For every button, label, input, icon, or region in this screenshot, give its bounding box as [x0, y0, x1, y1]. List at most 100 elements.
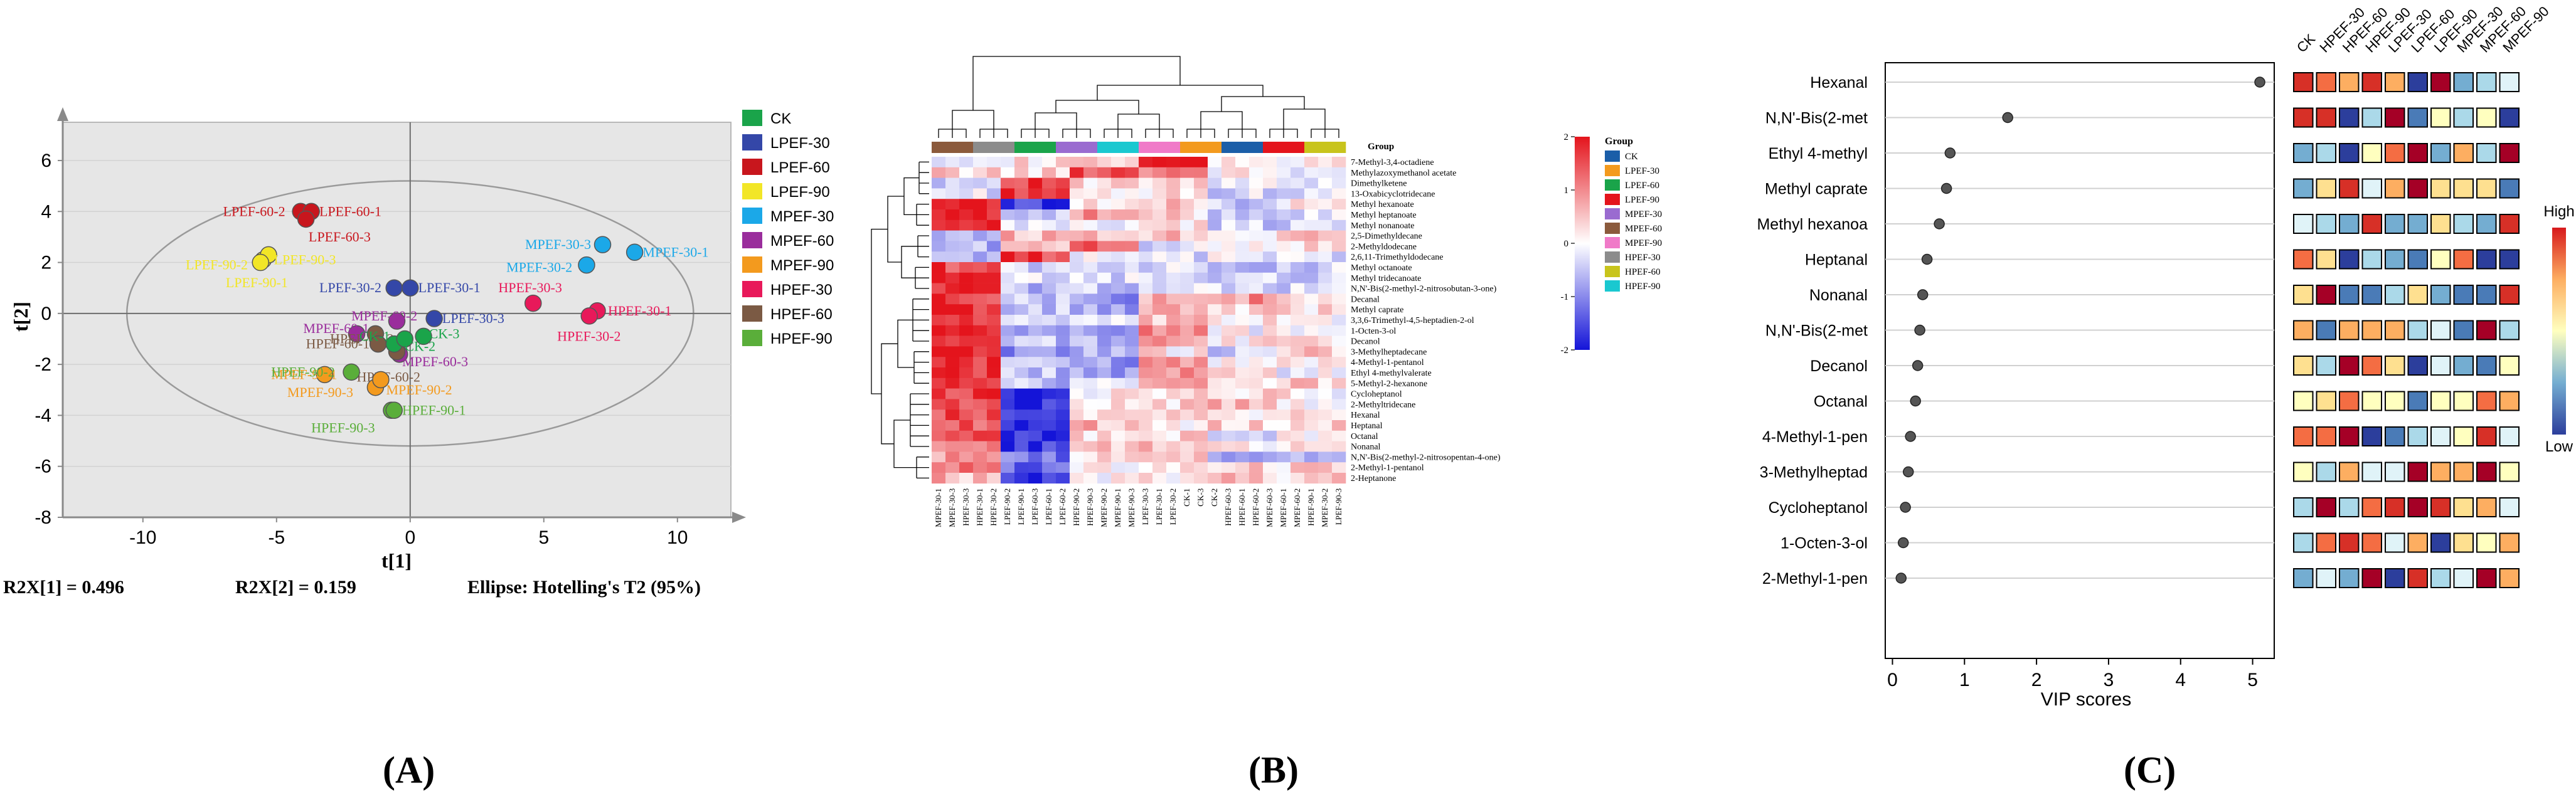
heatmap-cell — [1318, 473, 1333, 484]
heatmap-cell — [1070, 409, 1084, 421]
heatmap-cell — [1042, 388, 1056, 399]
heatmap-cell — [1097, 473, 1112, 484]
heatmap-cell — [1097, 430, 1112, 441]
heatmap-cell — [1111, 272, 1126, 283]
vip-matrix-cell — [2499, 391, 2520, 411]
heatmap-cell — [1180, 346, 1195, 357]
heatmap-cell — [1125, 157, 1139, 168]
vip-matrix-cell — [2316, 462, 2336, 482]
y-tick-label: 0 — [41, 303, 51, 324]
heatmap-cell — [1221, 473, 1236, 484]
heatmap-cell — [1014, 346, 1029, 357]
heatmap-cell — [959, 188, 974, 199]
heatmap-cell — [1180, 209, 1195, 221]
heatmap-cell — [1001, 219, 1015, 231]
heatmap-cell — [1111, 335, 1126, 347]
heatmap-cell — [1139, 441, 1153, 452]
heatmap-cell — [1083, 219, 1098, 231]
heatmap-cell — [1277, 357, 1291, 368]
heatmap-cell — [1249, 230, 1264, 241]
score-point — [297, 210, 315, 228]
heatmap-legend-label: LPEF-60 — [1625, 181, 1659, 191]
heatmap-cell — [1125, 293, 1139, 305]
heatmap-cell — [932, 430, 946, 441]
heatmap-cell — [1332, 219, 1346, 231]
vip-matrix-cell — [2407, 462, 2428, 482]
heatmap-cell — [1139, 293, 1153, 305]
heatmap-cell — [1221, 157, 1236, 168]
heatmap-cell — [1332, 262, 1346, 273]
heatmap-cell — [1208, 325, 1222, 336]
heatmap-cell — [1304, 473, 1319, 484]
heatmap-cell — [1180, 473, 1195, 484]
heatmap-cell — [1139, 430, 1153, 441]
heatmap-cell — [1152, 219, 1167, 231]
heatmap-row-label: 2-Methyltridecane — [1351, 400, 1415, 409]
heatmap-cell — [959, 315, 974, 326]
heatmap-cell — [1083, 293, 1098, 305]
heatmap-cell — [1139, 304, 1153, 315]
heatmap-cell — [1028, 157, 1043, 168]
heatmap-column-label: LPEF-60-1 — [1044, 488, 1053, 525]
vip-matrix-cell — [2407, 497, 2428, 517]
heatmap-cell — [1139, 315, 1153, 326]
heatmap-cell — [1083, 272, 1098, 283]
vip-matrix-cell — [2499, 107, 2520, 128]
heatmap-cell — [1221, 367, 1236, 379]
heatmap-cell — [1001, 473, 1015, 484]
heatmap-cell — [1249, 451, 1264, 463]
heatmap-cell — [1263, 315, 1277, 326]
heatmap-cell — [932, 304, 946, 315]
heatmap-cell — [1139, 251, 1153, 263]
heatmap-cell — [1014, 325, 1029, 336]
heatmap-cell — [1042, 304, 1056, 315]
heatmap-cell — [1235, 167, 1250, 178]
heatmap-cell — [1139, 399, 1153, 410]
heatmap-cell — [1152, 157, 1167, 168]
heatmap-cell — [945, 325, 960, 336]
heatmap-cell — [1332, 199, 1346, 210]
heatmap-cell — [1208, 420, 1222, 431]
group-bar-cell — [1097, 142, 1112, 153]
score-point-label: MPEF-60-2 — [351, 308, 417, 324]
dendrogram-branch — [952, 110, 994, 123]
heatmap-cell — [1028, 357, 1043, 368]
heatmap-cell — [1001, 230, 1015, 241]
heatmap-cell — [1070, 441, 1084, 452]
heatmap-cell — [1139, 420, 1153, 431]
heatmap-cell — [1070, 315, 1084, 326]
heatmap-cell — [1014, 241, 1029, 252]
heatmap-cell — [1291, 199, 1305, 210]
heatmap-cell — [1056, 409, 1070, 421]
heatmap-color-scale — [1575, 137, 1590, 350]
heatmap-cell — [959, 451, 974, 463]
heatmap-cell — [1180, 251, 1195, 263]
heatmap-cell — [1014, 420, 1029, 431]
scale-tick-label: -2 — [1561, 346, 1569, 356]
heatmap-cell — [1125, 430, 1139, 441]
heatmap-cell — [945, 430, 960, 441]
heatmap-cell — [1249, 325, 1264, 336]
heatmap-cell — [959, 262, 974, 273]
heatmap-cell — [987, 262, 1001, 273]
heatmap-cell — [1083, 230, 1098, 241]
heatmap-cell — [1332, 388, 1346, 399]
vip-matrix-cell — [2339, 462, 2360, 482]
dendrogram-branch — [1186, 123, 1215, 138]
vip-matrix-cell — [2293, 107, 2314, 128]
heatmap-cell — [973, 262, 987, 273]
heatmap-cell — [1221, 388, 1236, 399]
vip-matrix-cell — [2476, 72, 2497, 92]
heatmap-cell — [1139, 199, 1153, 210]
score-point — [388, 312, 406, 330]
score-point-label: HPEF-30-1 — [608, 303, 671, 319]
heatmap-cell — [1139, 388, 1153, 399]
score-point-label: LPEF-60-3 — [309, 229, 371, 245]
heatmap-column-label: HPEF-60-2 — [1251, 488, 1260, 526]
heatmap-cell — [959, 272, 974, 283]
heatmap-row-label: 3-Methylheptadecane — [1351, 347, 1427, 357]
heatmap-cell — [932, 451, 946, 463]
heatmap-cell — [1083, 241, 1098, 252]
vip-point — [1897, 537, 1909, 549]
heatmap-cell — [1180, 241, 1195, 252]
